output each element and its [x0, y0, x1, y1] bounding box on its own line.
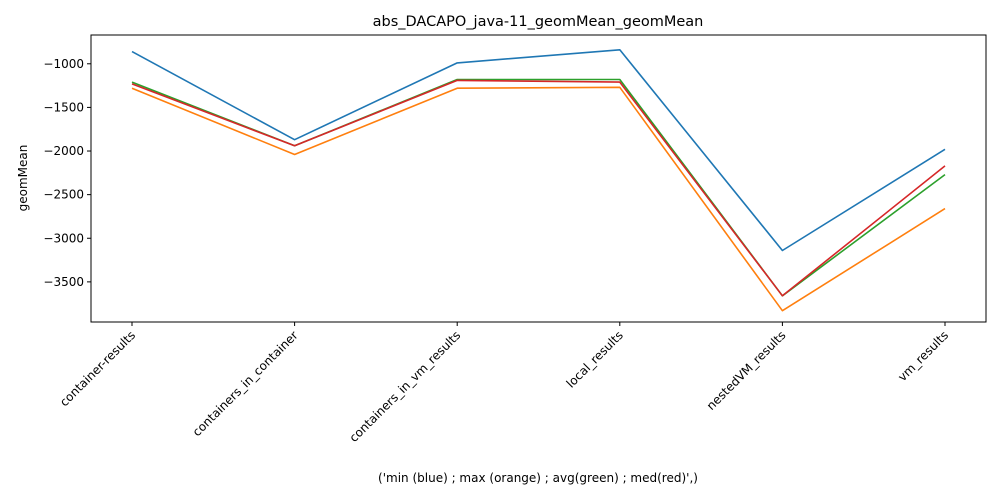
y-axis-label: geomMean: [16, 145, 30, 212]
x-tick-label: vm_results: [895, 328, 951, 384]
chart-title: abs_DACAPO_java-11_geomMean_geomMean: [373, 14, 704, 30]
x-tick-label: container-results: [57, 328, 138, 409]
series-line-1: [131, 86, 946, 312]
plot-frame: [90, 34, 987, 323]
plot-area: [131, 48, 946, 312]
y-tick-label: −1500: [43, 100, 84, 114]
y-tick-label: −1000: [43, 57, 84, 71]
y-tick-label: −2000: [43, 144, 84, 158]
y-axis: −1000 −1500 −2000 −2500 −3000 −3500: [43, 57, 91, 289]
x-tick-label: containers_in_vm_results: [347, 328, 464, 445]
x-tick-label: nestedVM_results: [704, 328, 789, 413]
y-tick-label: −2500: [43, 188, 84, 202]
series-line-0: [131, 48, 946, 252]
x-axis-label: ('min (blue) ; max (orange) ; avg(green)…: [378, 471, 698, 485]
y-tick-label: −3000: [43, 231, 84, 245]
x-tick-label: containers_in_container: [190, 328, 301, 439]
series-line-3: [131, 79, 946, 297]
x-tick-label: local_results: [564, 328, 626, 390]
y-tick-label: −3500: [43, 275, 84, 289]
x-axis: container-results containers_in_container…: [57, 322, 951, 445]
